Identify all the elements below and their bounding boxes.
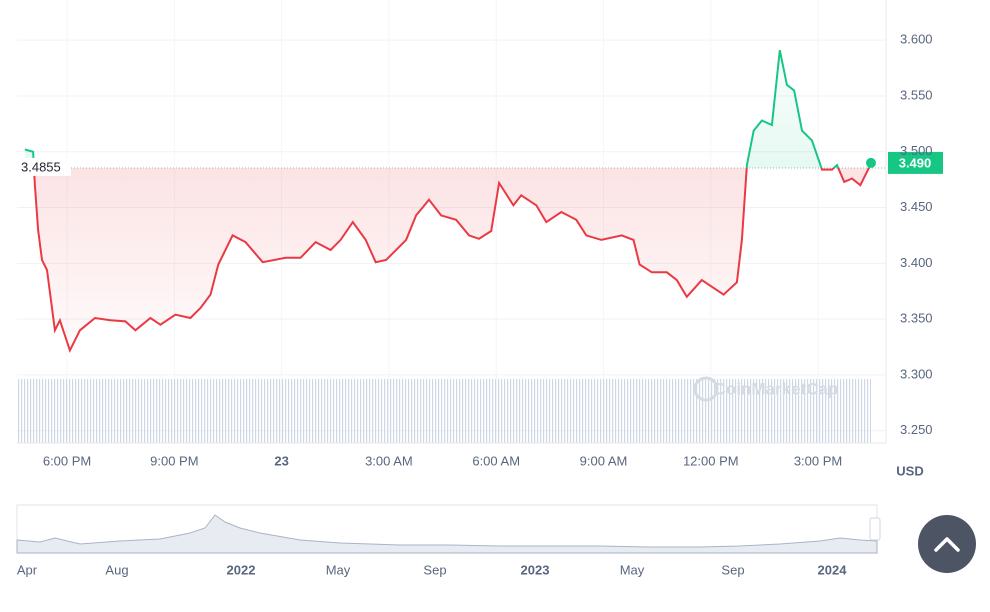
x-tick-label: 9:00 AM [580, 453, 628, 468]
watermark-logo [693, 376, 719, 402]
navigator-series [16, 514, 878, 554]
navigator-label: Sep [721, 562, 744, 577]
y-axis-label: USD [896, 463, 923, 478]
navigator-label: Sep [423, 562, 446, 577]
price-badge-label: 3.490 [899, 155, 932, 170]
area-down [33, 167, 869, 351]
navigator-label: Apr [17, 562, 38, 577]
navigator-label: 2022 [227, 562, 256, 577]
x-tick-label: 12:00 PM [683, 453, 739, 468]
x-tick-label: 23 [274, 453, 288, 468]
navigator-handle[interactable] [869, 517, 881, 541]
baseline-label-box [17, 157, 71, 176]
navigator-label: 2024 [818, 562, 848, 577]
x-tick-label: 9:00 PM [150, 453, 198, 468]
price-badge [888, 151, 943, 174]
x-tick-label: 6:00 PM [43, 453, 91, 468]
x-tick-label: 3:00 PM [794, 453, 842, 468]
y-tick-label: 3.350 [900, 311, 933, 326]
baseline-label: 3.4855 [21, 159, 61, 174]
last-point [865, 157, 876, 168]
price-line-up [24, 49, 872, 168]
x-tick-label: 3:00 AM [365, 453, 413, 468]
y-tick-label: 3.500 [900, 143, 933, 158]
y-tick-label: 3.250 [900, 422, 933, 437]
y-tick-label: 3.550 [900, 87, 933, 102]
x-tick-label: 6:00 AM [472, 453, 520, 468]
y-tick-label: 3.600 [900, 32, 933, 47]
chevron-up-icon [934, 537, 960, 552]
watermark: CoinMarketCap [714, 379, 839, 398]
volume-strip [17, 379, 871, 443]
navigator-label: May [326, 562, 351, 577]
y-tick-label: 3.400 [900, 255, 933, 270]
navigator-label: 2023 [521, 562, 550, 577]
navigator-label: Aug [105, 562, 128, 577]
y-tick-label: 3.450 [900, 199, 933, 214]
navigator-label: May [620, 562, 645, 577]
y-tick-label: 3.300 [900, 366, 933, 381]
price-line-down [32, 167, 870, 354]
scroll-top-button[interactable] [918, 515, 976, 573]
area-up [24, 50, 871, 168]
